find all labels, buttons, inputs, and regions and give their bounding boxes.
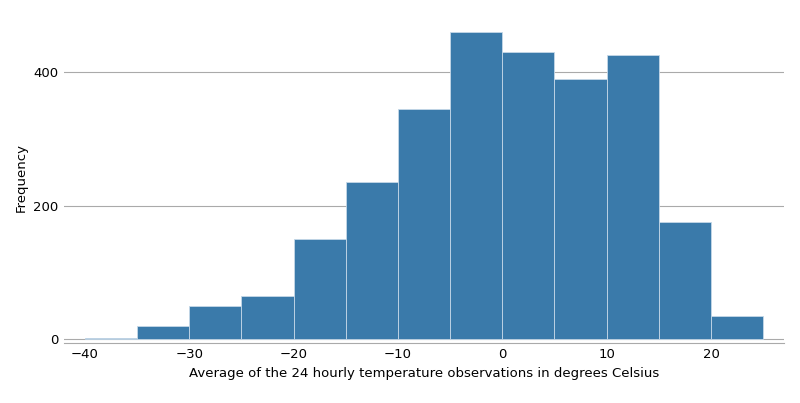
Bar bbox=[137, 326, 190, 339]
Bar bbox=[606, 56, 658, 339]
Bar bbox=[398, 109, 450, 339]
Bar bbox=[242, 296, 294, 339]
Bar bbox=[346, 182, 398, 339]
Y-axis label: Frequency: Frequency bbox=[14, 143, 28, 212]
Bar bbox=[294, 239, 346, 339]
Bar bbox=[554, 79, 606, 339]
Bar bbox=[190, 306, 242, 339]
Bar bbox=[450, 32, 502, 339]
X-axis label: Average of the 24 hourly temperature observations in degrees Celsius: Average of the 24 hourly temperature obs… bbox=[189, 367, 659, 380]
Bar bbox=[711, 316, 763, 339]
Bar bbox=[502, 52, 554, 339]
Bar bbox=[658, 222, 711, 339]
Bar bbox=[85, 338, 137, 339]
